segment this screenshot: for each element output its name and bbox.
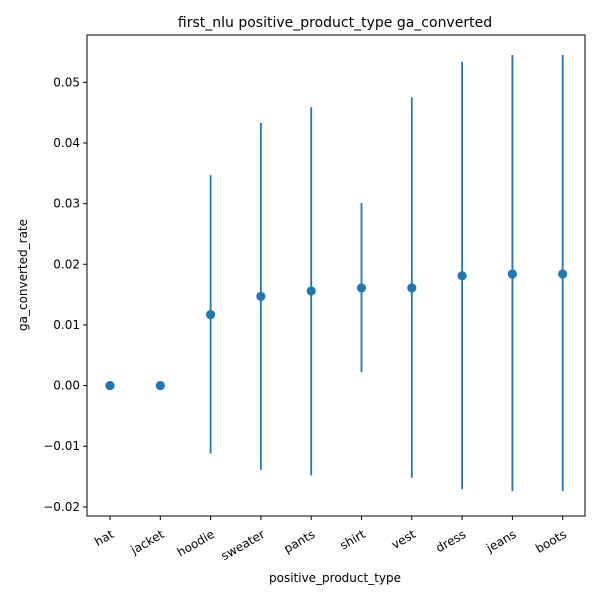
data-point [306,286,316,296]
y-axis-label: ga_converted_rate [16,219,30,331]
y-tick-label: 0.01 [53,318,80,332]
data-point [105,380,115,391]
y-tick-label: 0.02 [53,257,80,271]
y-tick-label: 0.05 [53,75,80,89]
data-point [356,283,367,293]
x-axis-label: positive_product_type [269,571,401,585]
y-tick-label: −0.01 [43,439,80,453]
data-point [206,310,216,320]
y-tick-label: 0.00 [53,379,80,393]
data-point [407,283,417,293]
y-tick-label: 0.04 [53,136,80,150]
data-point [558,269,568,279]
y-axis: −0.02 −0.01 0.00 0.01 0.02 0.03 0.04 0.05 [43,75,87,514]
y-tick-label: 0.03 [53,197,80,211]
y-tick-label: −0.02 [43,500,80,514]
chart-title: first_nlu positive_product_type ga_conve… [178,15,492,31]
data-point [507,269,517,279]
data-point [155,380,165,391]
data-point [457,271,467,281]
axes-frame [86,34,586,517]
data-point [256,291,266,302]
plot-area [105,55,568,492]
